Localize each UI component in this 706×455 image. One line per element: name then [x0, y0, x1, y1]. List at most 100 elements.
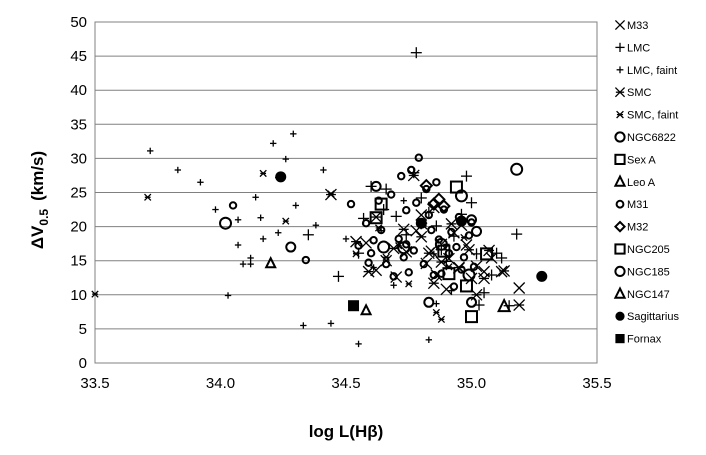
y-axis-ticks: 0 5 10 15 20 25 30 35 40 45 50 [70, 14, 87, 372]
y-tick-label: 10 [70, 287, 87, 304]
data-point-lmc-faint [212, 206, 219, 213]
legend-label: Fornax [627, 334, 662, 346]
data-point-ngc185 [471, 225, 483, 237]
legend-label: M33 [627, 20, 648, 32]
data-point-lmc-faint [197, 179, 204, 186]
legend-marker [615, 334, 625, 344]
data-point-lmc-faint [342, 235, 350, 243]
y-axis-title: ΔV0.5 (km/s) [28, 151, 51, 249]
data-point-m33 [495, 265, 508, 278]
series-sex-a [442, 180, 473, 293]
y-tick-label: 50 [70, 14, 87, 31]
x-tick-label: 35.5 [582, 375, 611, 392]
data-point-lmc-faint [224, 292, 232, 299]
data-point-smc-faint [437, 315, 446, 324]
data-point-smc-faint [144, 193, 152, 201]
y-tick-label: 5 [79, 321, 87, 338]
x-axis-ticks: 33.5 34.0 34.5 35.0 35.5 [80, 375, 611, 392]
data-point-smc [478, 272, 491, 285]
legend-item-m32: M32 [613, 220, 648, 234]
data-point-m31 [434, 235, 444, 244]
data-point-ngc205 [480, 247, 494, 261]
data-point-ngc6822 [510, 162, 524, 176]
legend-label: Sagittarius [627, 311, 679, 323]
data-point-leo-a [497, 297, 512, 313]
legend-label: NGC147 [627, 289, 670, 301]
data-point-smc-faint [91, 290, 99, 298]
legend-item-m33: M33 [614, 19, 648, 32]
data-point-ngc185 [285, 241, 297, 253]
data-point-smc [415, 230, 428, 243]
legend-marker [614, 87, 626, 98]
data-point-lmc-faint [400, 197, 407, 204]
data-points [91, 47, 548, 348]
data-point-smc-faint [405, 280, 413, 288]
series-fornax [348, 300, 360, 312]
data-point-smc [427, 277, 440, 290]
data-point-m31 [469, 262, 479, 272]
data-point-ngc185 [370, 180, 382, 192]
data-point-m31 [394, 234, 403, 244]
data-point-ngc205 [437, 244, 451, 258]
data-point-lmc [415, 192, 427, 204]
data-point-m31 [412, 198, 421, 207]
data-point-m31 [228, 201, 238, 210]
legend-marker [614, 243, 626, 255]
legend-marker [613, 220, 627, 233]
data-point-m31 [404, 268, 413, 277]
y-tick-label: 45 [70, 48, 87, 65]
data-point-m31 [369, 236, 378, 245]
data-point-m31 [452, 242, 461, 252]
data-point-m33 [513, 282, 526, 294]
legend-label: NGC185 [627, 266, 670, 278]
data-point-lmc [430, 220, 442, 232]
legend: M33 LMC LMC, faint SMC SMC, faint NGC6822 Sex … [613, 19, 679, 346]
data-point-smc [435, 256, 448, 269]
legend-label: Leo A [627, 177, 656, 189]
series-m32 [419, 178, 451, 214]
data-point-ngc147 [359, 303, 373, 316]
x-tick-label: 34.5 [331, 375, 360, 392]
data-point-m31 [346, 199, 356, 209]
plot-area [94, 21, 598, 364]
legend-marker [615, 42, 625, 52]
legend-item-sex-a: Sex A [614, 153, 656, 166]
data-point-lmc-faint [290, 130, 297, 138]
data-point-ngc147 [264, 256, 277, 269]
legend-item-ngc6822: NGC6822 [614, 131, 676, 144]
legend-label: M31 [627, 199, 648, 211]
legend-item-smc-faint: SMC, faint [616, 110, 678, 122]
series-sagittarius [275, 171, 548, 282]
legend-item-fornax: Fornax [615, 334, 662, 346]
data-point-smc [407, 169, 420, 182]
gridlines [95, 55, 597, 330]
data-point-lmc-faint [282, 155, 289, 163]
data-point-ngc205 [465, 310, 478, 324]
data-point-ngc185 [466, 214, 477, 226]
data-point-m31 [432, 178, 441, 187]
legend-marker [614, 153, 626, 166]
data-point-ngc205 [369, 211, 383, 225]
data-point-lmc [332, 270, 344, 282]
data-point-lmc [478, 287, 490, 299]
data-point-ngc185 [466, 296, 477, 308]
data-point-m31 [389, 272, 398, 281]
legend-item-ngc205: NGC205 [614, 243, 670, 256]
data-point-smc [445, 217, 458, 230]
data-point-sagittarius [455, 215, 467, 227]
y-tick-label: 0 [79, 355, 87, 372]
data-point-m31 [437, 269, 446, 278]
data-point-lmc-faint [425, 336, 433, 344]
data-point-lmc [466, 197, 477, 209]
data-point-m33 [370, 264, 383, 277]
data-point-m31 [464, 231, 474, 240]
legend-label: M32 [627, 222, 648, 234]
data-point-m31 [399, 253, 408, 262]
legend-marker [615, 199, 625, 209]
data-point-sagittarius [415, 217, 427, 229]
y-axis-title-subscript: 0.5 [37, 209, 51, 226]
legend-label: NGC6822 [627, 132, 676, 144]
data-point-m31 [361, 218, 371, 228]
data-point-lmc-faint [355, 340, 362, 348]
data-point-m31 [354, 241, 363, 250]
